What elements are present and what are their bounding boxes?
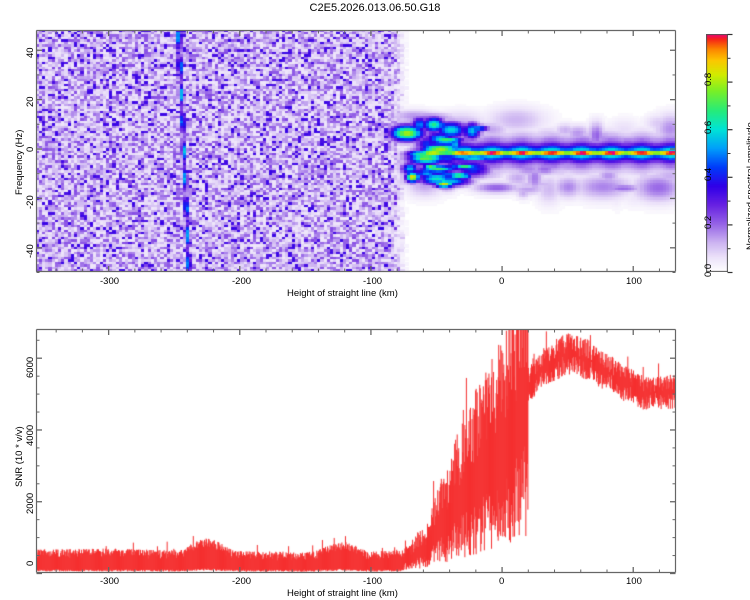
colorbar-tick-4: 0.0 bbox=[703, 263, 714, 277]
spectrogram-xtick-0: -300 bbox=[100, 276, 120, 287]
snr-ytick-0: 6000 bbox=[25, 356, 36, 378]
colorbar-tick-3: 0.2 bbox=[703, 215, 714, 229]
spectrogram-xtick-2: -100 bbox=[363, 276, 383, 287]
colorbar-tick-1: 0.6 bbox=[703, 120, 714, 134]
spectrogram-xlabel: Height of straight line (km) bbox=[287, 288, 398, 299]
spectrogram-xtick-3: 0 bbox=[499, 276, 505, 287]
colorbar-label: Normalized spectral amplitude bbox=[745, 122, 750, 250]
spectrogram-plot bbox=[36, 30, 676, 272]
snr-ytick-1: 4000 bbox=[25, 424, 36, 446]
figure-title: C2E5.2026.013.06.50.G18 bbox=[309, 2, 441, 14]
spectrogram-ytick-0: 40 bbox=[25, 47, 36, 58]
snr-xtick-1: -200 bbox=[232, 576, 252, 587]
colorbar-tick-0: 0.8 bbox=[703, 72, 714, 86]
colorbar-tick-2: 0.4 bbox=[703, 167, 714, 181]
spectrogram-ytick-3: -20 bbox=[25, 195, 36, 209]
spectrogram-ylabel: Frequency (Hz) bbox=[14, 129, 25, 195]
snr-ytick-2: 2000 bbox=[25, 492, 36, 514]
spectrogram-xtick-4: 100 bbox=[626, 276, 642, 287]
spectrogram-xtick-1: -200 bbox=[232, 276, 252, 287]
snr-ylabel: SNR (10 * v/v) bbox=[14, 426, 25, 487]
snr-xtick-3: 0 bbox=[499, 576, 505, 587]
snr-xtick-2: -100 bbox=[363, 576, 383, 587]
spectrogram-ytick-2: 0 bbox=[25, 146, 36, 152]
snr-xtick-0: -300 bbox=[100, 576, 120, 587]
snr-ytick-3: 0 bbox=[25, 560, 36, 566]
snr-xtick-4: 100 bbox=[626, 576, 642, 587]
spectrogram-ytick-1: 20 bbox=[25, 96, 36, 107]
snr-xlabel: Height of straight line (km) bbox=[287, 588, 398, 599]
snr-plot bbox=[36, 329, 676, 573]
spectrogram-ytick-4: -40 bbox=[25, 244, 36, 258]
colorbar-gradient bbox=[706, 34, 728, 272]
